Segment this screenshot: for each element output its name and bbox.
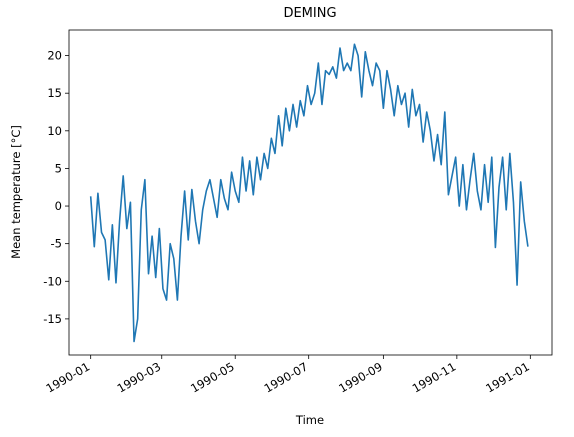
x-tick-label: 1990-05 xyxy=(188,359,237,395)
y-tick-label: 15 xyxy=(47,86,62,100)
y-tick-label: 20 xyxy=(47,49,62,63)
x-tick-label: 1990-07 xyxy=(262,359,311,395)
x-tick-label: 1990-09 xyxy=(336,359,385,395)
x-axis-label: Time xyxy=(295,413,324,427)
chart-title: DEMING xyxy=(283,6,336,21)
plot-frame xyxy=(68,29,553,356)
y-tick-label: -5 xyxy=(51,237,62,251)
x-tick-label: 1991-01 xyxy=(483,359,532,395)
y-tick-label: -10 xyxy=(43,274,62,288)
x-tick-label: 1990-03 xyxy=(115,359,164,395)
y-tick-label: 0 xyxy=(55,199,62,213)
y-tick-label: 5 xyxy=(55,161,62,175)
y-tick-label: -15 xyxy=(43,312,62,326)
x-tick-label: 1990-11 xyxy=(410,359,459,395)
line-series xyxy=(89,43,529,343)
y-axis-label: Mean temperature [°C] xyxy=(9,125,23,259)
x-tick-label: 1990-01 xyxy=(44,359,93,395)
y-tick-label: 10 xyxy=(47,124,62,138)
